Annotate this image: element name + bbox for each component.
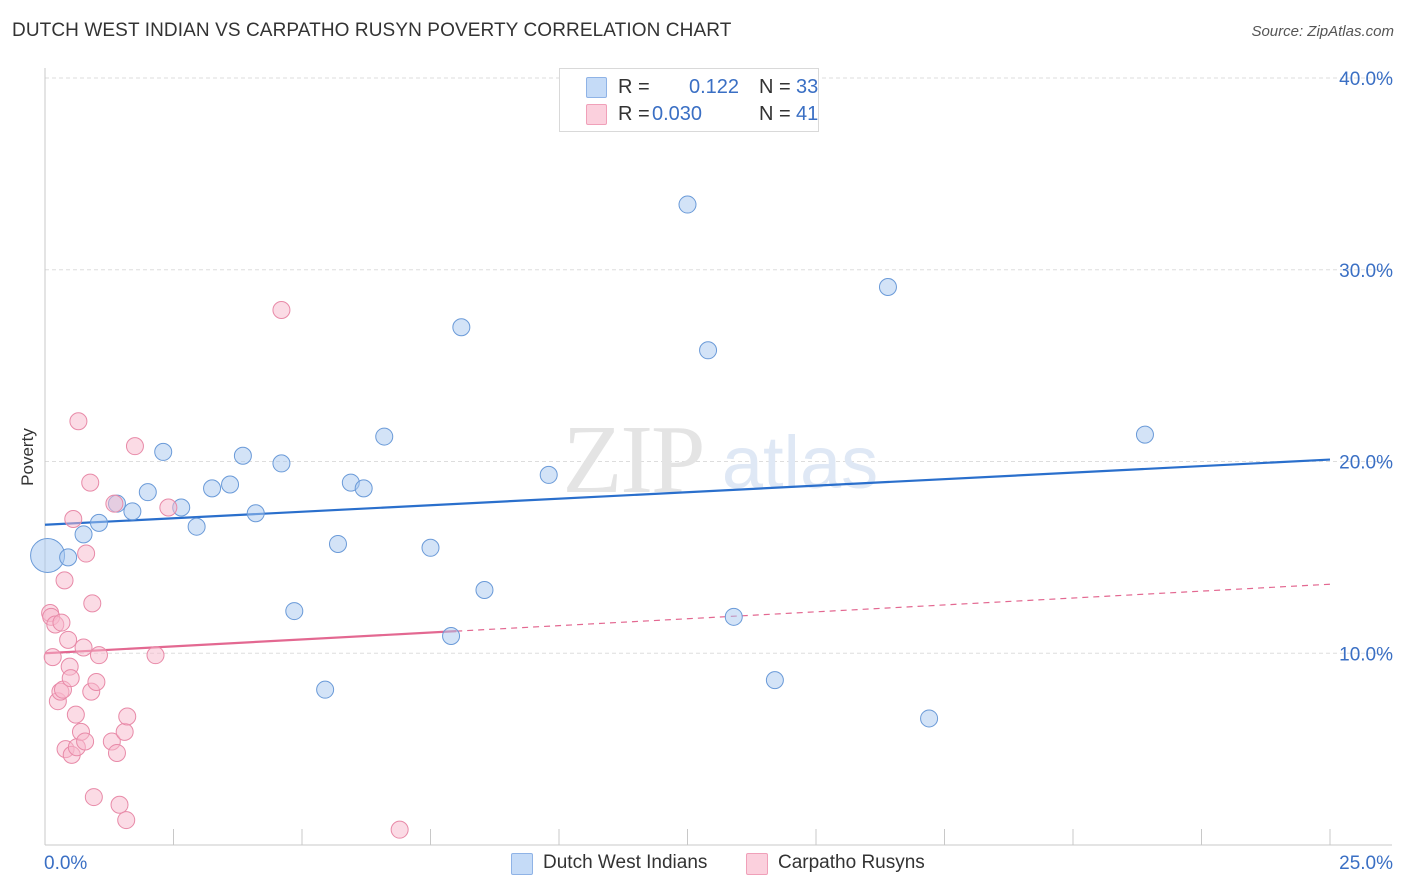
point-carpatho-rusyn	[105, 494, 124, 513]
y-tick-label: 10.0%	[1339, 644, 1393, 665]
source-label: Source: ZipAtlas.com	[1251, 23, 1394, 40]
point-carpatho-rusyn	[43, 648, 62, 667]
point-carpatho-rusyn	[159, 498, 178, 517]
legend-n-value: 41	[796, 103, 819, 125]
point-carpatho-rusyn	[272, 301, 291, 320]
point-carpatho-rusyn	[390, 820, 409, 839]
point-carpatho-rusyn	[52, 613, 71, 632]
legend-n-label: N =	[759, 76, 791, 98]
point-dutch-west-indian	[203, 479, 222, 498]
point-dutch-west-indian	[724, 607, 743, 626]
points-layer	[30, 195, 1154, 839]
point-dutch-west-indian	[539, 465, 558, 484]
point-dutch-west-indian	[328, 534, 347, 553]
point-dutch-west-indian	[375, 427, 394, 446]
point-carpatho-rusyn	[84, 788, 103, 807]
point-dutch-west-indian	[187, 517, 206, 536]
point-carpatho-rusyn	[110, 795, 129, 814]
point-dutch-west-indian	[442, 626, 461, 645]
point-dutch-west-indian	[452, 318, 471, 337]
point-carpatho-rusyn	[115, 722, 134, 741]
legend-n-label: N =	[759, 103, 791, 125]
stats-legend: R = 0.122 N = 33 R = 0.030 N = 41	[559, 68, 819, 132]
legend-label-dutch: Dutch West Indians	[543, 852, 708, 873]
point-carpatho-rusyn	[89, 646, 108, 665]
y-tick-label: 30.0%	[1339, 261, 1393, 282]
grid-layer	[45, 77, 1392, 654]
point-dutch-west-indian	[1135, 425, 1154, 444]
point-dutch-west-indian	[74, 525, 93, 544]
legend-swatch-rusyn	[586, 104, 607, 125]
axis-layer	[44, 68, 1392, 846]
point-carpatho-rusyn	[66, 705, 85, 724]
point-carpatho-rusyn	[74, 638, 93, 657]
legend-r-label: R =	[618, 76, 650, 98]
legend-r-label: R =	[618, 103, 650, 125]
point-carpatho-rusyn	[64, 510, 83, 529]
point-dutch-west-indian	[678, 195, 697, 214]
watermark-zip: ZIP	[563, 406, 704, 514]
point-dutch-west-indian	[89, 513, 108, 532]
trendline-carpatho-rusyns-dashed	[456, 583, 1331, 632]
point-carpatho-rusyn	[81, 473, 100, 492]
watermark: ZIP atlas	[563, 406, 879, 514]
point-carpatho-rusyn	[77, 544, 96, 563]
legend-n-value: 33	[796, 76, 819, 98]
point-carpatho-rusyn	[59, 630, 78, 649]
point-carpatho-rusyn	[87, 673, 106, 692]
point-dutch-west-indian	[138, 483, 157, 502]
point-carpatho-rusyn	[61, 669, 80, 688]
trendline-carpatho-rusyns-solid	[44, 630, 457, 655]
watermark-atlas: atlas	[722, 421, 878, 504]
point-carpatho-rusyn	[117, 811, 136, 830]
point-dutch-west-indian	[59, 548, 78, 567]
point-dutch-west-indian	[285, 602, 304, 621]
point-dutch-west-indian	[421, 538, 440, 557]
point-dutch-west-indian	[154, 442, 173, 461]
point-carpatho-rusyn	[125, 437, 144, 456]
point-dutch-west-indian	[233, 446, 252, 465]
legend-r-value: 0.122	[689, 76, 740, 98]
x-tick-label: 0.0%	[44, 853, 87, 874]
tick-labels: 10.0% 20.0% 30.0% 40.0% 0.0% 25.0%	[44, 69, 1393, 874]
y-tick-label: 20.0%	[1339, 453, 1393, 474]
point-carpatho-rusyn	[69, 412, 88, 431]
point-carpatho-rusyn	[76, 732, 95, 751]
legend-swatch-dutch	[511, 853, 533, 875]
point-dutch-west-indian	[272, 454, 291, 473]
point-dutch-west-indian	[221, 475, 240, 494]
point-dutch-west-indian	[316, 680, 335, 699]
point-dutch-west-indian	[699, 341, 718, 360]
point-dutch-west-indian	[765, 671, 784, 690]
point-carpatho-rusyn	[118, 707, 137, 726]
point-carpatho-rusyn	[146, 646, 165, 665]
y-axis-label: Poverty	[18, 428, 37, 486]
legend-swatch-dutch	[586, 77, 607, 98]
chart-title: DUTCH WEST INDIAN VS CARPATHO RUSYN POVE…	[12, 20, 732, 41]
y-tick-label: 40.0%	[1339, 69, 1393, 90]
point-carpatho-rusyn	[55, 571, 74, 590]
legend-swatch-rusyn	[746, 853, 768, 875]
point-dutch-west-indian	[354, 479, 373, 498]
point-dutch-west-indian	[123, 502, 142, 521]
point-dutch-west-indian	[878, 278, 897, 297]
point-dutch-west-indian	[920, 709, 939, 728]
legend-label-rusyn: Carpatho Rusyns	[778, 852, 925, 873]
point-carpatho-rusyn	[83, 594, 102, 613]
point-dutch-west-indian	[246, 504, 265, 523]
point-carpatho-rusyn	[107, 743, 126, 762]
point-dutch-west-indian	[475, 580, 494, 599]
x-tick-label: 25.0%	[1339, 853, 1393, 874]
legend-r-value: 0.030	[652, 103, 703, 125]
